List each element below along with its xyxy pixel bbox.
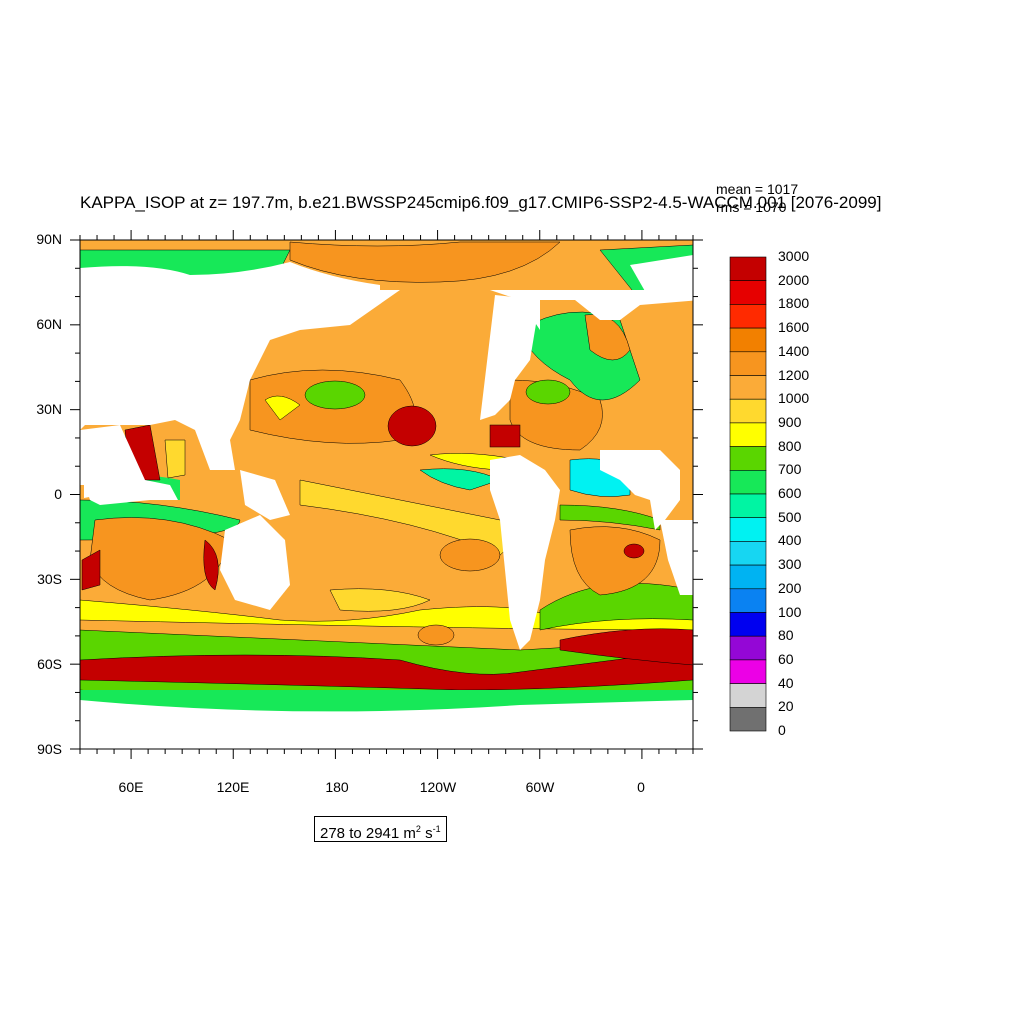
y-tick-label: 0 (54, 486, 62, 502)
colorbar-label: 400 (778, 532, 802, 549)
range-exp-2: -1 (432, 824, 441, 834)
y-tick-label: 90S (37, 741, 62, 757)
y-tick-label: 60N (36, 316, 62, 332)
colorbar-label: 800 (778, 437, 802, 454)
range-text: 278 to 2941 m (320, 825, 416, 842)
range-mid: s (420, 825, 433, 842)
colorbar-label: 3000 (778, 248, 810, 264)
x-tick-label: 60W (525, 779, 555, 795)
colorbar-label: 100 (778, 603, 802, 620)
colorbar-swatch (729, 304, 767, 329)
colorbar-swatch (729, 422, 767, 447)
plot-title: KAPPA_ISOP at z= 197.7m, b.e21.BWSSP245c… (80, 193, 882, 212)
colorbar-label: 700 (778, 461, 802, 478)
colorbar-label: 1600 (778, 319, 810, 336)
colorbar-swatch (729, 588, 767, 613)
colorbar-label: 200 (778, 579, 802, 596)
colorbar-label: 20 (778, 698, 794, 715)
land-mask (80, 255, 693, 749)
ocean-field (80, 240, 693, 749)
range-label: 278 to 2941 m2 s-1 (314, 816, 447, 842)
colorbar-swatch (729, 446, 767, 471)
x-tick-label: 120E (216, 779, 250, 795)
axis-ticks (70, 230, 703, 759)
y-tick-label: 30S (37, 571, 62, 587)
colorbar-label: 40 (778, 674, 794, 691)
colorbar-label: 1000 (778, 390, 810, 407)
colorbar-swatch (729, 493, 767, 519)
colorbar-swatch (729, 659, 767, 684)
colorbar-swatch (729, 469, 767, 495)
colorbar-label: 1800 (778, 295, 810, 312)
x-tick-label: 180 (325, 779, 349, 795)
colorbar-label: 500 (778, 508, 802, 525)
x-tick-label: 60E (118, 779, 144, 795)
y-tick-label: 60S (37, 656, 62, 672)
colorbar-label: 900 (778, 413, 802, 430)
y-tick-label: 90N (36, 231, 62, 247)
colorbar-swatch (729, 327, 767, 353)
y-tick-label: 30N (36, 401, 62, 417)
x-tick-label: 0 (637, 779, 645, 795)
colorbar-swatch (729, 280, 767, 305)
colorbar-label: 300 (778, 556, 802, 573)
colorbar-swatch (729, 375, 767, 400)
colorbar-swatch (729, 398, 767, 424)
mean-stat: mean = 1017 (716, 181, 799, 197)
colorbar-label: 2000 (778, 271, 810, 288)
colorbar-swatch (729, 351, 767, 376)
colorbar-label: 600 (778, 485, 802, 501)
colorbar-swatch (729, 541, 767, 566)
colorbar-label: 0 (778, 722, 786, 738)
colorbar-label: 1200 (778, 366, 810, 383)
x-tick-label: 120W (419, 779, 457, 795)
colorbar-swatch (729, 564, 767, 590)
rms-stat: rms = 1070 (716, 199, 787, 215)
colorbar-swatch (729, 706, 767, 732)
colorbar-swatch (729, 517, 767, 542)
colorbar-swatch (729, 256, 767, 282)
colorbar-swatch (729, 612, 767, 637)
colorbar (729, 256, 767, 732)
colorbar-swatch (729, 683, 767, 708)
colorbar-label: 60 (778, 650, 794, 667)
range-exp-1: 2 (415, 824, 421, 834)
colorbar-label: 1400 (778, 342, 810, 359)
colorbar-label: 80 (778, 627, 794, 644)
colorbar-swatch (729, 635, 767, 661)
